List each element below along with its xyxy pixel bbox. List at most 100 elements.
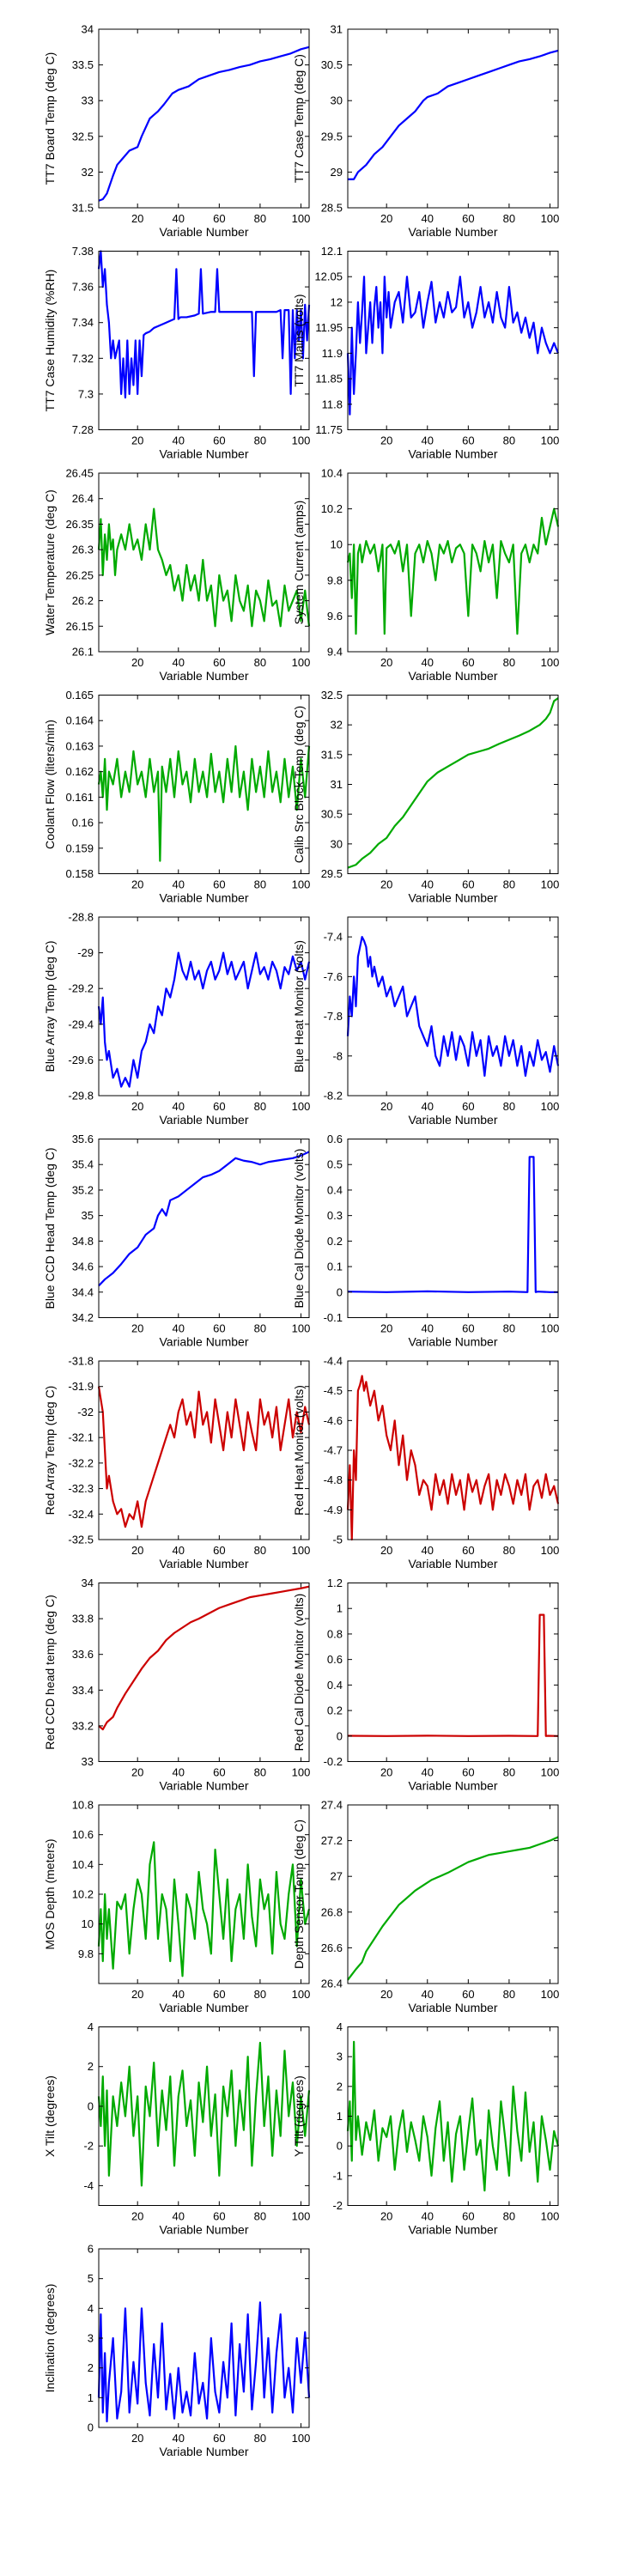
y-tick-label: 4 [88, 2020, 94, 2033]
chart-panel-13: 20 40 60 80 100 -32.5 -32.4 -32.3 -32.2 -32.1 -32 -… [43, 1355, 310, 1571]
y-axis-label: Red Cal Diode Monitor (volts) [292, 1594, 306, 1752]
x-tick-label: 100 [541, 656, 560, 669]
y-tick-label: -31.9 [68, 1380, 94, 1393]
y-tick-label: -32.5 [68, 1534, 94, 1546]
y-tick-label: 0.2 [327, 1704, 343, 1717]
y-tick-label: -2 [332, 2199, 343, 2212]
plot-frame [347, 695, 559, 874]
y-axis-label: Depth Sensor Temp (deg C) [292, 1820, 306, 1969]
y-tick-label: 2 [88, 2361, 94, 2374]
x-tick-label: 80 [503, 656, 515, 669]
x-tick-label: 80 [254, 212, 266, 225]
y-tick-label: 26.2 [72, 594, 94, 607]
x-tick-label: 100 [541, 1322, 560, 1335]
y-tick-label: 12.05 [314, 270, 343, 283]
x-tick-label: 40 [173, 212, 185, 225]
y-tick-label: 34.2 [72, 1311, 94, 1324]
x-tick-label: 20 [131, 2432, 143, 2445]
y-tick-label: 0.163 [65, 739, 94, 752]
y-tick-label: 4 [88, 2302, 94, 2315]
y-tick-label: 7.3 [78, 387, 94, 400]
series-line [347, 1613, 559, 1737]
y-tick-label: 1 [88, 2391, 94, 2404]
y-tick-label: 30 [331, 837, 343, 850]
x-axis-label: Variable Number [159, 669, 248, 683]
y-tick-label: 6 [88, 2243, 94, 2256]
y-tick-label: 33.5 [72, 58, 94, 71]
y-tick-label: -2 [83, 2140, 94, 2153]
y-tick-label: 7.32 [72, 352, 94, 365]
y-tick-label: -29 [77, 946, 94, 959]
chart-panel-3: 20 40 60 80 100 7.28 7.3 7.32 7.34 7.36 7.38 Variab… [43, 245, 310, 461]
y-tick-label: 0.161 [65, 791, 94, 804]
x-tick-label: 20 [380, 434, 392, 447]
y-tick-label: 32 [331, 719, 343, 732]
x-tick-label: 80 [254, 434, 266, 447]
series-line [346, 276, 560, 416]
x-tick-label: 60 [462, 1322, 474, 1335]
y-tick-label: 1 [337, 1602, 343, 1615]
x-tick-label: 60 [462, 656, 474, 669]
y-tick-label: 29 [331, 166, 343, 179]
y-tick-label: 12 [331, 295, 343, 308]
y-tick-label: 0.4 [327, 1183, 343, 1196]
x-tick-label: 60 [213, 1100, 225, 1113]
series-line [346, 936, 560, 1077]
y-tick-label: 11.75 [315, 423, 343, 436]
y-tick-label: 7.34 [72, 316, 94, 329]
y-tick-label: -29.2 [68, 982, 94, 995]
y-tick-label: 34.8 [72, 1235, 94, 1248]
x-tick-label: 40 [422, 656, 434, 669]
x-tick-label: 100 [292, 878, 311, 891]
y-tick-label: -4 [83, 2179, 94, 2192]
y-tick-label: 26.1 [72, 646, 94, 659]
y-tick-label: 2 [88, 2060, 94, 2073]
y-tick-label: 34.6 [72, 1261, 94, 1273]
y-tick-label: 27.2 [321, 1834, 343, 1847]
x-tick-label: 40 [173, 878, 185, 891]
plot-frame [98, 28, 310, 209]
x-tick-label: 20 [380, 1544, 392, 1557]
y-tick-label: 30.5 [321, 808, 343, 821]
y-tick-label: 35.2 [72, 1183, 94, 1196]
x-tick-label: 80 [254, 1544, 266, 1557]
x-tick-label: 100 [292, 1100, 311, 1113]
x-tick-label: 100 [541, 878, 560, 891]
x-tick-label: 80 [503, 1766, 515, 1779]
x-tick-label: 80 [254, 656, 266, 669]
x-tick-label: 40 [422, 434, 434, 447]
y-tick-label: 12.1 [321, 245, 343, 258]
x-tick-label: 60 [462, 1766, 474, 1779]
y-tick-label: 0.165 [65, 689, 94, 702]
x-tick-label: 20 [131, 212, 143, 225]
x-tick-label: 20 [131, 1100, 143, 1113]
plot-frame [98, 251, 310, 430]
x-tick-label: 100 [541, 1544, 560, 1557]
plot-frame [98, 1139, 310, 1318]
y-tick-label: 33.8 [72, 1613, 94, 1625]
y-tick-label: -4.7 [324, 1444, 343, 1457]
x-tick-label: 40 [422, 1322, 434, 1335]
x-axis-label: Variable Number [408, 1557, 497, 1571]
x-tick-label: 80 [503, 1322, 515, 1335]
x-tick-label: 20 [131, 1544, 143, 1557]
y-tick-label: 26.3 [72, 544, 94, 556]
y-tick-label: -29.8 [68, 1090, 94, 1103]
x-tick-label: 80 [503, 2210, 515, 2223]
y-tick-label: 30.5 [321, 58, 343, 71]
x-tick-label: 40 [173, 2210, 185, 2223]
x-axis-label: Variable Number [408, 2001, 497, 2014]
y-tick-label: 32.5 [72, 130, 94, 143]
x-tick-label: 80 [254, 2432, 266, 2445]
x-tick-label: 80 [254, 1988, 266, 2001]
y-axis-label: TT7 Case Temp (deg C) [292, 54, 306, 183]
x-tick-label: 40 [173, 1766, 185, 1779]
y-tick-label: 33 [82, 94, 94, 107]
x-axis-label: Variable Number [159, 891, 248, 905]
plot-frame [98, 916, 310, 1097]
series-line [348, 49, 559, 180]
x-axis-label: Variable Number [159, 1779, 248, 1793]
y-tick-label: 10.2 [321, 502, 343, 515]
y-tick-label: -7.8 [324, 1010, 343, 1023]
x-tick-label: 80 [503, 212, 515, 225]
